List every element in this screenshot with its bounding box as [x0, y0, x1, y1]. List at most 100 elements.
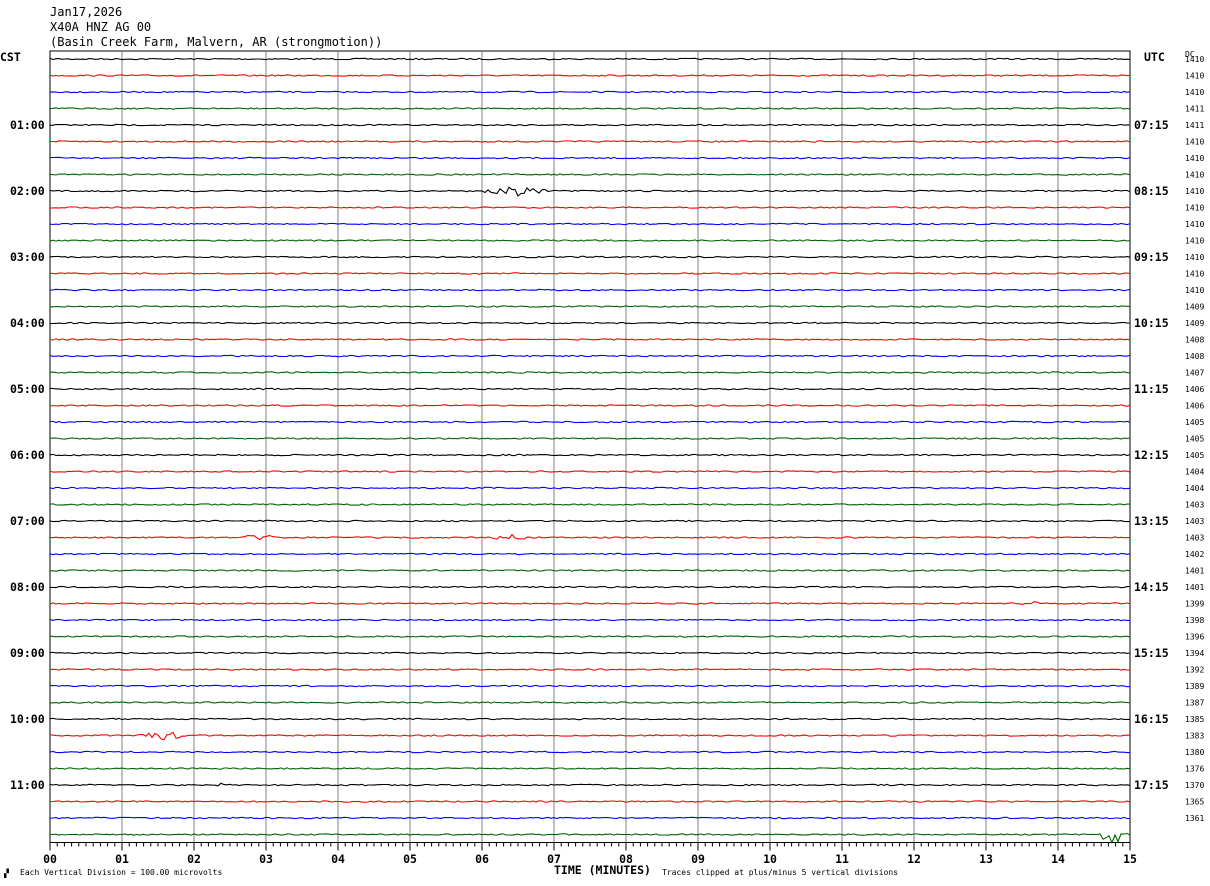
dc-value: 1396	[1185, 633, 1204, 642]
dc-value: 1401	[1185, 567, 1204, 576]
trace-row	[49, 816, 1131, 820]
dc-value: 1410	[1185, 286, 1204, 295]
trace-row	[49, 552, 1131, 556]
dc-value: 1409	[1185, 303, 1204, 312]
cst-hour-label: 08:00	[10, 580, 45, 594]
dc-value: 1410	[1185, 270, 1204, 279]
trace-row	[49, 239, 1131, 242]
dc-value: 1410	[1185, 171, 1204, 180]
cst-hour-label: 06:00	[10, 448, 45, 462]
clip-note: Traces clipped at plus/minus 5 vertical …	[662, 868, 898, 877]
dc-value: 1376	[1185, 765, 1204, 774]
trace-row	[49, 437, 1131, 440]
x-tick-label: 05	[403, 852, 417, 866]
x-tick-label: 07	[547, 852, 561, 866]
x-tick-label: 11	[835, 852, 849, 866]
dc-value: 1410	[1185, 55, 1204, 64]
trace-row	[49, 832, 1131, 845]
trace-row	[49, 470, 1131, 473]
cst-hour-label: 01:00	[10, 118, 45, 132]
utc-hour-label: 08:15	[1134, 184, 1169, 198]
x-tick-label: 04	[331, 852, 345, 866]
trace-row	[49, 404, 1131, 407]
dc-value: 1403	[1185, 501, 1204, 510]
x-tick-label: 03	[259, 852, 273, 866]
trace-row	[49, 519, 1131, 523]
dc-value: 1399	[1185, 600, 1204, 609]
dc-value: 1405	[1185, 451, 1204, 460]
dc-value: 1403	[1185, 517, 1204, 526]
dc-value: 1408	[1185, 336, 1204, 345]
header-date: Jan17,2026	[50, 5, 122, 19]
dc-value: 1383	[1185, 732, 1204, 741]
trace-row	[49, 90, 1131, 94]
cst-hour-label: 09:00	[10, 646, 45, 660]
dc-value: 1402	[1185, 550, 1204, 559]
dc-value: 1403	[1185, 534, 1204, 543]
utc-hour-label: 09:15	[1134, 250, 1169, 264]
vertical-gridlines	[49, 50, 1131, 843]
dc-value: 1410	[1185, 204, 1204, 213]
dc-value: 1405	[1185, 435, 1204, 444]
dc-value: 1409	[1185, 319, 1204, 328]
trace-row	[49, 731, 1131, 741]
dc-value: 1410	[1185, 253, 1204, 262]
trace-row	[49, 338, 1131, 341]
utc-hour-labels: 07:15 08:15 09:15 10:15 11:15 12:15 13:15 14:15…	[1134, 118, 1169, 792]
trace-row	[49, 533, 1131, 541]
trace-row	[49, 585, 1131, 589]
dc-value: 1410	[1185, 88, 1204, 97]
dc-value: 1401	[1185, 583, 1204, 592]
dc-value: 1410	[1185, 154, 1204, 163]
cst-hour-label: 07:00	[10, 514, 45, 528]
trace-row	[49, 717, 1130, 721]
trace-row	[49, 371, 1131, 374]
trace-row	[49, 321, 1130, 325]
trace-row	[49, 107, 1131, 110]
x-tick-label: 15	[1123, 852, 1137, 866]
trace-row	[49, 173, 1131, 176]
cst-axis-label: CST	[0, 50, 21, 64]
utc-hour-label: 17:15	[1134, 778, 1169, 792]
x-tick-label: 00	[43, 852, 57, 866]
x-axis-title: TIME (MINUTES)	[554, 863, 651, 877]
x-tick-label: 06	[475, 852, 489, 866]
footer-mark: ▞	[3, 868, 9, 878]
trace-row	[49, 684, 1131, 688]
dc-value: 1406	[1185, 402, 1204, 411]
trace-row	[49, 354, 1131, 358]
trace-row	[49, 288, 1131, 292]
dc-value: 1404	[1185, 468, 1204, 477]
trace-row	[49, 601, 1131, 606]
trace-row	[49, 222, 1131, 226]
trace-row	[49, 668, 1131, 671]
dc-value: 1380	[1185, 748, 1204, 757]
trace-row	[49, 57, 1131, 61]
trace-row	[49, 767, 1131, 770]
dc-value: 1410	[1185, 220, 1204, 229]
trace-row	[49, 618, 1130, 622]
cst-hour-label: 10:00	[10, 712, 45, 726]
trace-row	[49, 206, 1131, 209]
trace-row	[49, 782, 1131, 787]
trace-row	[49, 387, 1131, 391]
trace-lines	[49, 57, 1131, 845]
dc-value: 1411	[1185, 105, 1204, 114]
trace-row	[49, 800, 1131, 803]
trace-row	[49, 651, 1131, 655]
x-tick-label: 14	[1051, 852, 1065, 866]
dc-value: 1404	[1185, 484, 1204, 493]
utc-hour-label: 15:15	[1134, 646, 1169, 660]
utc-hour-label: 16:15	[1134, 712, 1169, 726]
trace-row	[49, 453, 1131, 457]
dc-value: 1398	[1185, 616, 1204, 625]
dc-value-labels: 1410 1410 1410 1411 1411 1410 1410 1410 1410 1410…	[1185, 55, 1204, 823]
x-tick-label: 09	[691, 852, 705, 866]
trace-row	[49, 750, 1130, 754]
trace-row	[49, 255, 1131, 259]
trace-row	[49, 74, 1131, 77]
dc-value: 1408	[1185, 352, 1204, 361]
utc-hour-label: 11:15	[1134, 382, 1169, 396]
trace-row	[49, 486, 1131, 490]
